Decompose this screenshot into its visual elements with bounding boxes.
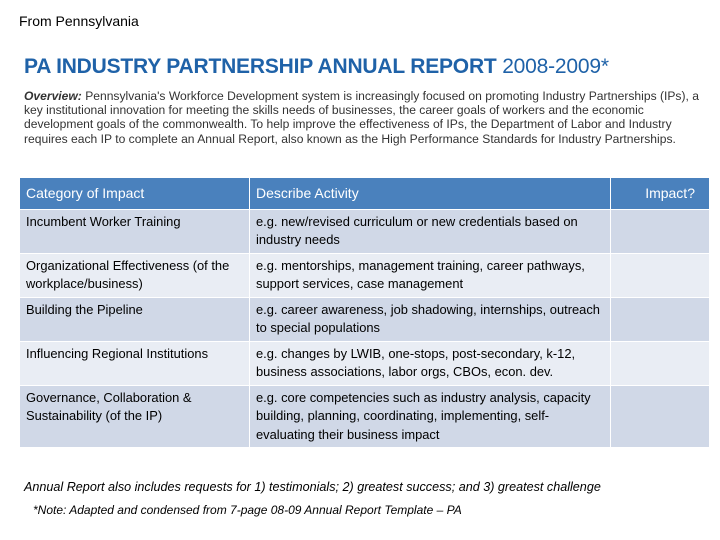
page-title: PA INDUSTRY PARTNERSHIP ANNUAL REPORT 20…	[24, 55, 609, 79]
impact-cell	[610, 296, 710, 342]
category-cell: Building the Pipeline	[19, 296, 250, 342]
table-header-row: Category of Impact Describe Activity Imp…	[19, 177, 710, 210]
overview-paragraph: Overview: Pennsylvania's Workforce Devel…	[24, 89, 702, 146]
activity-cell: e.g. career awareness, job shadowing, in…	[249, 296, 611, 342]
category-cell: Incumbent Worker Training	[19, 208, 250, 254]
category-cell: Influencing Regional Institutions	[19, 340, 250, 386]
category-cell: Organizational Effectiveness (of the wor…	[19, 252, 250, 298]
title-main: PA INDUSTRY PARTNERSHIP ANNUAL REPORT	[24, 55, 497, 78]
activity-cell: e.g. new/revised curriculum or new crede…	[249, 208, 611, 254]
impact-table: Category of Impact Describe Activity Imp…	[19, 177, 710, 448]
impact-cell	[610, 340, 710, 386]
title-years: 2008-2009*	[502, 55, 609, 78]
impact-cell	[610, 384, 710, 448]
table-row: Governance, Collaboration & Sustainabili…	[19, 384, 710, 448]
table-row: Building the Pipeline e.g. career awaren…	[19, 296, 710, 342]
overview-text: Pennsylvania's Workforce Development sys…	[24, 89, 699, 146]
header-impact: Impact?	[610, 177, 710, 210]
table-row: Influencing Regional Institutions e.g. c…	[19, 340, 710, 386]
impact-cell	[610, 252, 710, 298]
impact-cell	[610, 208, 710, 254]
table-row: Organizational Effectiveness (of the wor…	[19, 252, 710, 298]
category-cell: Governance, Collaboration & Sustainabili…	[19, 384, 250, 448]
source-label: From Pennsylvania	[19, 13, 139, 29]
header-activity: Describe Activity	[249, 177, 611, 210]
activity-cell: e.g. core competencies such as industry …	[249, 384, 611, 448]
activity-cell: e.g. changes by LWIB, one-stops, post-se…	[249, 340, 611, 386]
header-category: Category of Impact	[19, 177, 250, 210]
annual-report-note: Annual Report also includes requests for…	[24, 480, 601, 494]
template-note: *Note: Adapted and condensed from 7-page…	[33, 503, 462, 517]
table-row: Incumbent Worker Training e.g. new/revis…	[19, 208, 710, 254]
overview-lead: Overview:	[24, 89, 82, 103]
activity-cell: e.g. mentorships, management training, c…	[249, 252, 611, 298]
